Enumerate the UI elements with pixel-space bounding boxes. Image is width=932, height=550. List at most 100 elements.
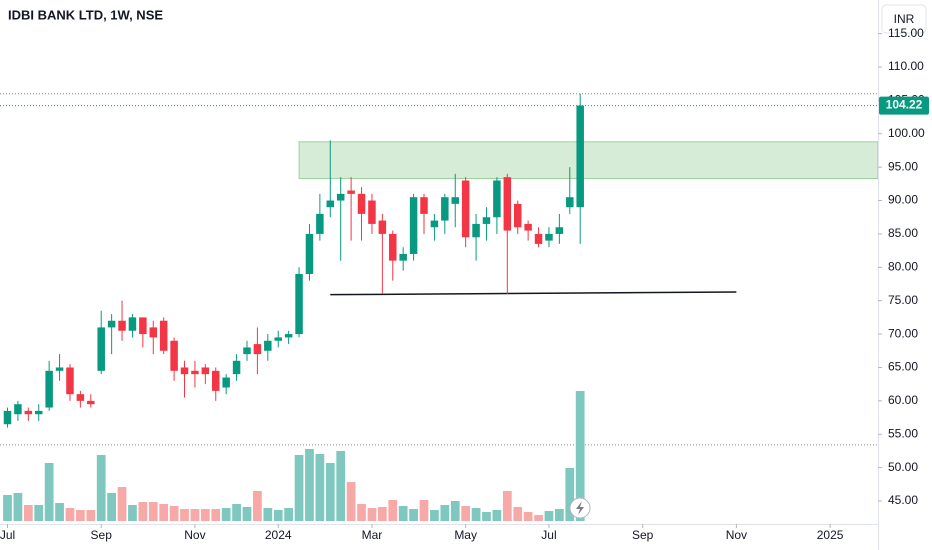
y-tick-label: 90.00 xyxy=(888,193,918,207)
volume-bar xyxy=(169,506,179,521)
volume-bar xyxy=(23,505,33,521)
candle-body xyxy=(336,193,345,201)
volume-bar xyxy=(55,503,64,521)
candle-body xyxy=(128,317,137,331)
candle-body xyxy=(284,334,293,338)
candle-body xyxy=(14,404,22,415)
volume-bar xyxy=(575,391,585,521)
volume-bar xyxy=(513,507,523,521)
x-tick-label: Sep xyxy=(632,528,654,542)
candle-body xyxy=(139,317,147,335)
x-tick-label: 2025 xyxy=(817,528,844,542)
candle-body xyxy=(430,220,439,228)
y-tick-label: 100.00 xyxy=(888,126,925,140)
y-tick-label: 65.00 xyxy=(888,360,918,374)
volume-bar xyxy=(34,505,44,521)
volume-bar xyxy=(3,495,12,521)
candle-body xyxy=(441,197,449,221)
currency-label[interactable]: INR xyxy=(894,12,915,26)
candle-body xyxy=(76,394,85,401)
candle-body xyxy=(524,223,532,231)
candle-body xyxy=(97,327,105,371)
y-tick-label: 55.00 xyxy=(888,426,918,440)
last-price-label: 104.22 xyxy=(886,98,923,112)
candle-body xyxy=(305,233,314,274)
lightning-icon xyxy=(576,501,584,515)
volume-bar xyxy=(76,510,85,521)
y-tick-label: 110.00 xyxy=(888,59,924,73)
candle-body xyxy=(107,320,116,328)
y-tick-label: 50.00 xyxy=(888,460,918,474)
volume-bar xyxy=(200,509,210,521)
volume-bar xyxy=(159,504,169,521)
candle-body xyxy=(201,367,210,375)
y-tick-label: 70.00 xyxy=(888,326,918,340)
y-tick-label: 85.00 xyxy=(888,226,918,240)
volume-bar xyxy=(430,510,439,521)
volume-bar xyxy=(398,506,408,521)
y-tick-label: 95.00 xyxy=(888,159,918,173)
volume-bar xyxy=(388,500,398,521)
candle-body xyxy=(149,327,158,338)
volume-bar xyxy=(13,493,23,521)
volume-bar xyxy=(482,512,491,521)
volume-bar xyxy=(565,468,575,521)
volume-bar xyxy=(315,454,325,521)
volume-bar xyxy=(86,510,96,521)
x-tick-label: Nov xyxy=(184,528,205,542)
candle-body xyxy=(316,213,324,234)
candle-body xyxy=(534,233,543,244)
volume-bar xyxy=(294,455,304,521)
candle-body xyxy=(399,253,407,261)
x-tick-label: May xyxy=(454,528,477,542)
volume-bar xyxy=(461,506,471,521)
candle-body xyxy=(503,177,512,231)
candle-body xyxy=(24,410,33,415)
candle-body xyxy=(378,220,387,234)
volume-bar xyxy=(305,449,314,521)
candle-body xyxy=(253,344,262,355)
y-tick-label: 75.00 xyxy=(888,293,918,307)
candle-body xyxy=(3,410,12,425)
y-tick-label: 115.00 xyxy=(888,26,924,40)
candle-body xyxy=(222,377,230,388)
candle-body xyxy=(451,197,459,204)
candle-body xyxy=(243,347,251,355)
x-tick-label: Mar xyxy=(362,528,383,542)
candle-body xyxy=(170,340,178,371)
volume-bar xyxy=(492,510,502,521)
volume-bar xyxy=(502,491,512,521)
chart-title: IDBI BANK LTD, 1W, NSE xyxy=(8,7,163,22)
candle-body xyxy=(295,273,303,335)
volume-bar xyxy=(107,493,116,521)
candle-body xyxy=(45,370,53,408)
candle-body xyxy=(409,197,418,254)
volume-bar xyxy=(138,502,148,521)
candle-body xyxy=(566,197,574,208)
volume-bar xyxy=(523,512,533,521)
candle-body xyxy=(274,337,282,341)
candle-body xyxy=(513,203,522,228)
volume-bar xyxy=(471,508,481,521)
candle-body xyxy=(180,367,189,375)
volume-bar xyxy=(440,505,450,521)
y-tick-label: 80.00 xyxy=(888,259,918,273)
candle-body xyxy=(545,233,553,241)
candle-body xyxy=(357,193,366,214)
candle-body xyxy=(576,105,584,208)
volume-bar xyxy=(232,504,241,521)
volume-bar xyxy=(221,508,231,521)
volume-bar xyxy=(367,508,377,521)
volume-bar xyxy=(180,509,189,521)
resistance-zone xyxy=(298,141,879,179)
candle-body xyxy=(472,223,480,238)
currency-button[interactable] xyxy=(881,4,927,34)
x-tick-label: 2024 xyxy=(265,528,292,542)
volume-bar xyxy=(284,508,294,521)
volume-bar xyxy=(190,509,200,521)
volume-bar xyxy=(357,504,366,521)
volume-bar xyxy=(128,505,137,521)
volume-bar xyxy=(96,455,106,521)
candle-body xyxy=(212,370,220,391)
